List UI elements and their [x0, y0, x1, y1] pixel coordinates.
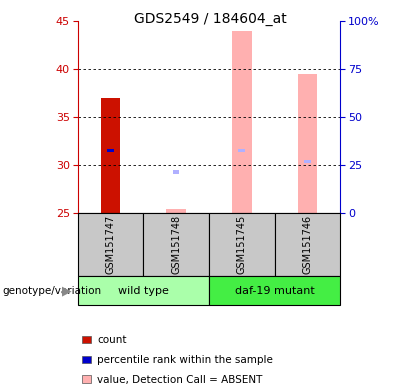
Text: daf-19 mutant: daf-19 mutant — [235, 286, 315, 296]
Bar — [166, 209, 186, 213]
Text: GSM151746: GSM151746 — [302, 215, 312, 274]
Text: GSM151747: GSM151747 — [105, 215, 116, 275]
Text: GSM151748: GSM151748 — [171, 215, 181, 274]
Bar — [232, 31, 252, 213]
Text: value, Detection Call = ABSENT: value, Detection Call = ABSENT — [97, 375, 263, 384]
Bar — [173, 170, 179, 174]
Bar — [239, 149, 245, 152]
Text: ▶: ▶ — [63, 285, 72, 297]
Text: genotype/variation: genotype/variation — [2, 286, 101, 296]
Text: percentile rank within the sample: percentile rank within the sample — [97, 355, 273, 365]
Bar — [107, 149, 114, 152]
Bar — [304, 160, 311, 163]
Text: GDS2549 / 184604_at: GDS2549 / 184604_at — [134, 12, 286, 26]
Bar — [101, 98, 121, 213]
Bar — [297, 74, 317, 213]
Text: wild type: wild type — [118, 286, 169, 296]
Text: count: count — [97, 335, 127, 345]
Text: GSM151745: GSM151745 — [237, 215, 247, 275]
